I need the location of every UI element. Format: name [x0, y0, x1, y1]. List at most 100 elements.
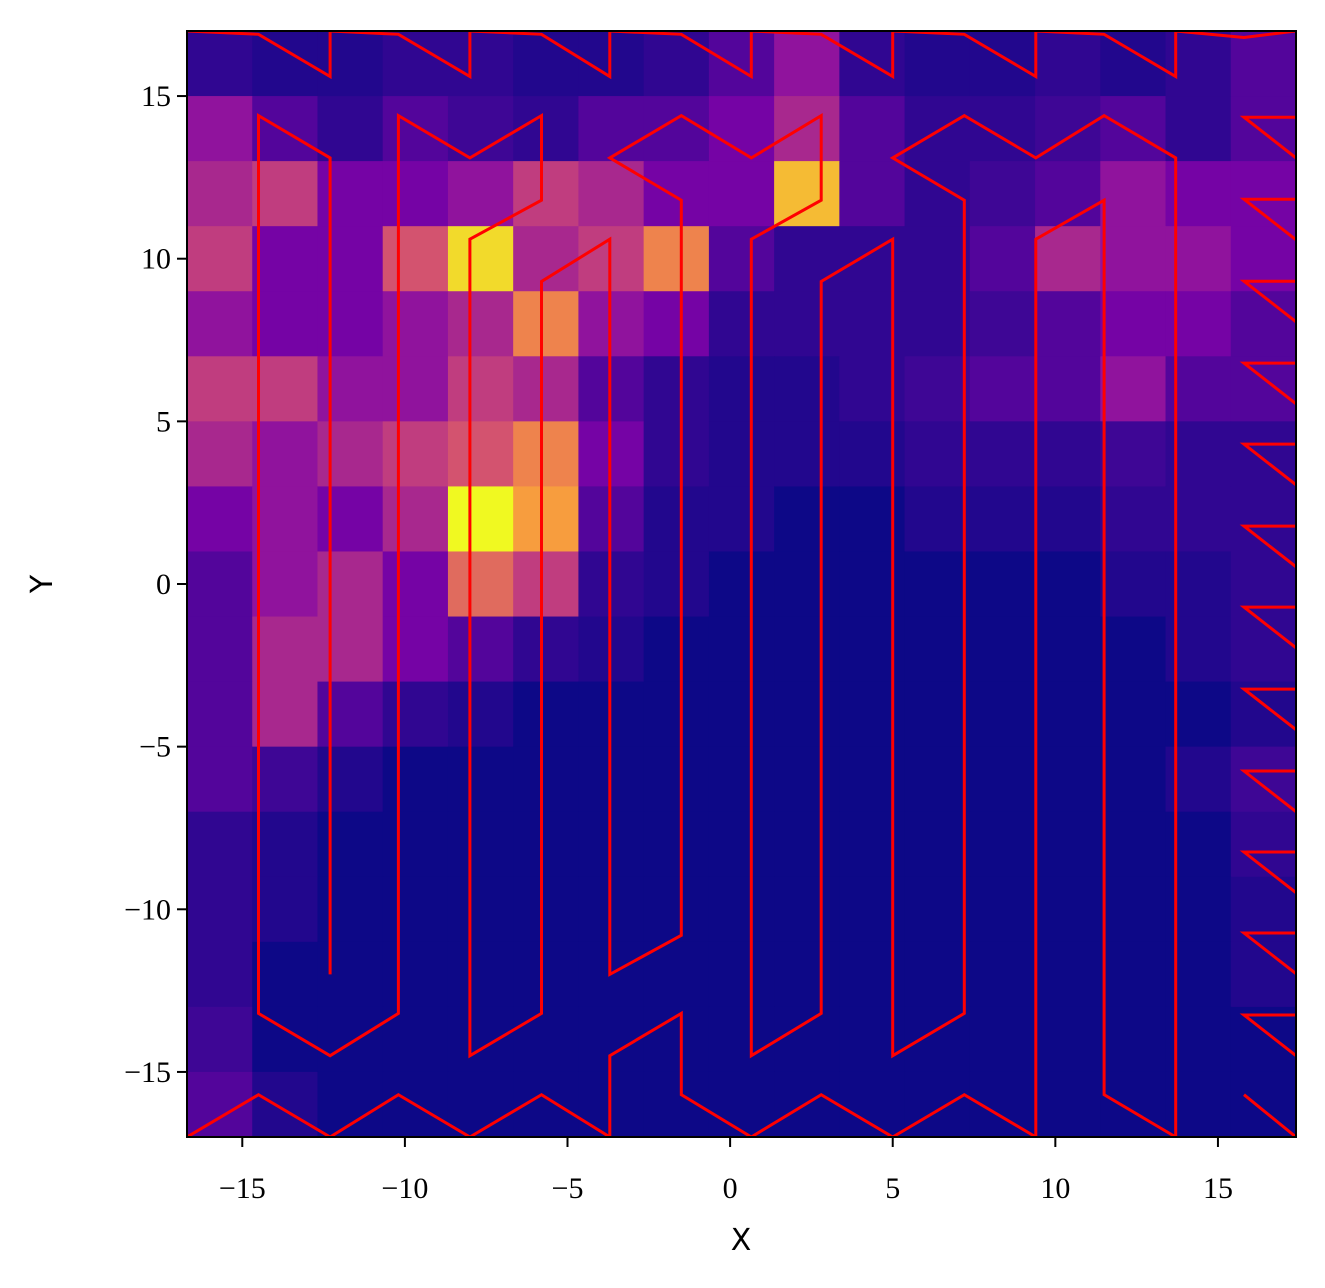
heatmap-cell — [513, 96, 579, 162]
heatmap-cell — [1165, 96, 1232, 162]
heatmap-cell — [252, 941, 318, 1008]
heatmap-cell — [382, 551, 449, 618]
heatmap-cell — [252, 96, 318, 162]
heatmap-cell — [382, 226, 449, 292]
heatmap-cell — [1100, 681, 1167, 748]
heatmap-cell — [839, 551, 906, 618]
heatmap-cell — [1230, 161, 1296, 227]
y-tick-label: −10 — [124, 893, 171, 926]
heatmap-cell — [1100, 811, 1167, 878]
heatmap-cell — [317, 226, 384, 292]
heatmap-cell — [708, 1071, 775, 1137]
heatmap-cell — [708, 161, 775, 227]
heatmap-cell — [447, 811, 514, 878]
heatmap-cell — [187, 421, 253, 487]
heatmap-cell — [1100, 356, 1167, 422]
heatmap-cell — [187, 681, 253, 748]
heatmap-cell — [513, 226, 579, 292]
heatmap-cell — [252, 811, 318, 878]
heatmap-cell — [1035, 31, 1101, 97]
heatmap-cell — [839, 941, 906, 1008]
heatmap-cell — [1100, 291, 1167, 357]
heatmap-cell — [708, 226, 775, 292]
heatmap-cell — [643, 356, 710, 422]
heatmap-cell — [252, 746, 318, 813]
heatmap-cell — [643, 551, 710, 618]
y-tick-label: 10 — [141, 243, 171, 276]
heatmap-cell — [1230, 1071, 1296, 1137]
heatmap-cell — [513, 31, 579, 97]
heatmap-cell — [969, 746, 1036, 813]
heatmap-cell — [839, 1006, 906, 1073]
heatmap-cell — [252, 551, 318, 618]
heatmap-cell — [1230, 746, 1296, 813]
heatmap-cell — [317, 96, 384, 162]
heatmap-cell — [447, 1071, 514, 1137]
overlay-line — [187, 31, 1296, 1137]
heatmap-cell — [513, 746, 579, 813]
heatmap-cell — [774, 161, 840, 227]
heatmap-cell — [774, 876, 840, 943]
heatmap-cell — [382, 96, 449, 162]
heatmap-cell — [969, 161, 1036, 227]
heatmap-cell — [774, 226, 840, 292]
heatmap-cell — [187, 291, 253, 357]
heatmap-cell — [447, 226, 514, 292]
heatmap-cell — [1100, 551, 1167, 618]
heatmap-cell — [382, 31, 449, 97]
heatmap-cell — [904, 551, 971, 618]
heatmap-cell — [839, 226, 906, 292]
heatmap-cell — [904, 681, 971, 748]
heatmap-cell — [1035, 941, 1101, 1008]
heatmap-cell — [252, 616, 318, 683]
heatmap-cell — [1100, 96, 1167, 162]
heatmap-cell — [774, 941, 840, 1008]
heatmap-cell — [252, 161, 318, 227]
heatmap-cell — [1035, 1006, 1101, 1073]
heatmap-cell — [904, 811, 971, 878]
heatmap-cell — [904, 486, 971, 552]
heatmap-cell — [643, 941, 710, 1008]
heatmap-cell — [904, 96, 971, 162]
heatmap-cell — [382, 291, 449, 357]
heatmap-cell — [447, 1006, 514, 1073]
heatmap-cell — [1035, 746, 1101, 813]
heatmap-cell — [643, 681, 710, 748]
heatmap-cell — [969, 811, 1036, 878]
heatmap-cell — [969, 876, 1036, 943]
heatmap-cell — [774, 356, 840, 422]
heatmap-cell — [1100, 226, 1167, 292]
heatmap-cell — [252, 226, 318, 292]
y-tick-label: 15 — [141, 80, 171, 113]
heatmap-cell — [1100, 876, 1167, 943]
heatmap-cell — [774, 486, 840, 552]
heatmap-cell — [317, 1006, 384, 1073]
heatmap-cell — [1035, 226, 1101, 292]
heatmap-cell — [513, 681, 579, 748]
heatmap-cell — [1035, 616, 1101, 683]
heatmap-cell — [187, 616, 253, 683]
heatmap-cell — [382, 421, 449, 487]
heatmap-cell — [904, 1071, 971, 1137]
heatmap-cell — [1035, 421, 1101, 487]
heatmap-cell — [187, 486, 253, 552]
heatmap-cell — [513, 811, 579, 878]
heatmap-cell — [1100, 421, 1167, 487]
heatmap-cell — [643, 421, 710, 487]
heatmap-cell — [1230, 1006, 1296, 1073]
heatmap-cell — [839, 1071, 906, 1137]
heatmap-cell — [447, 31, 514, 97]
heatmap-cell — [317, 941, 384, 1008]
heatmap-cell — [513, 616, 579, 683]
heatmap-cell — [187, 226, 253, 292]
heatmap-cell — [447, 876, 514, 943]
heatmap-cell — [447, 161, 514, 227]
heatmap-cell — [1100, 941, 1167, 1008]
x-axis-label: X — [731, 1223, 752, 1258]
x-tick-label: −10 — [381, 1172, 428, 1205]
heatmap-cell — [708, 291, 775, 357]
heatmap-cell — [839, 96, 906, 162]
heatmap-cell — [187, 551, 253, 618]
heatmap-cell — [1230, 876, 1296, 943]
